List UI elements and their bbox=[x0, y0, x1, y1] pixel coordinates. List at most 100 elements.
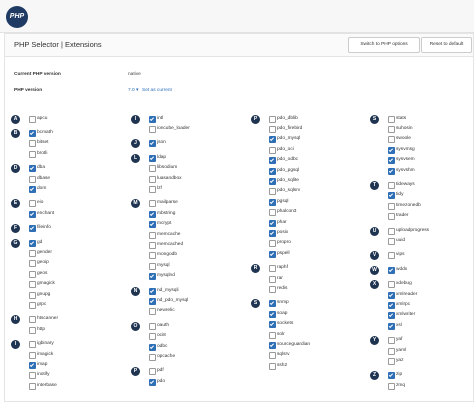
checkbox[interactable] bbox=[388, 357, 395, 365]
checkbox[interactable] bbox=[29, 150, 36, 158]
checkbox[interactable] bbox=[269, 362, 276, 370]
checkbox[interactable] bbox=[29, 382, 36, 390]
checkbox[interactable] bbox=[269, 229, 276, 237]
checkbox[interactable] bbox=[29, 351, 36, 359]
checkbox[interactable] bbox=[388, 202, 395, 210]
checkbox[interactable] bbox=[269, 321, 276, 329]
checkbox[interactable] bbox=[149, 353, 156, 361]
checkbox[interactable] bbox=[269, 188, 276, 196]
checkbox[interactable] bbox=[29, 270, 36, 278]
checkbox[interactable] bbox=[149, 231, 156, 239]
checkbox[interactable] bbox=[388, 125, 395, 133]
checkbox[interactable] bbox=[29, 249, 36, 257]
checkbox[interactable] bbox=[269, 115, 276, 123]
checkbox[interactable] bbox=[388, 347, 395, 355]
checkbox[interactable] bbox=[269, 341, 276, 349]
checkbox[interactable] bbox=[269, 275, 276, 283]
checkbox[interactable] bbox=[29, 140, 36, 148]
checkbox[interactable] bbox=[149, 221, 156, 229]
checkbox[interactable] bbox=[149, 368, 156, 376]
checkbox[interactable] bbox=[149, 241, 156, 249]
checkbox[interactable] bbox=[388, 237, 395, 245]
checkbox[interactable] bbox=[269, 125, 276, 133]
checkbox[interactable] bbox=[388, 213, 395, 221]
checkbox[interactable] bbox=[269, 146, 276, 154]
checkbox[interactable] bbox=[29, 301, 36, 309]
checkbox[interactable] bbox=[269, 300, 276, 308]
checkbox[interactable] bbox=[388, 301, 395, 309]
checkbox[interactable] bbox=[269, 167, 276, 175]
checkbox[interactable] bbox=[149, 308, 156, 316]
checkbox[interactable] bbox=[388, 115, 395, 123]
checkbox[interactable] bbox=[269, 136, 276, 144]
checkbox[interactable] bbox=[149, 343, 156, 351]
checkbox[interactable] bbox=[149, 125, 156, 133]
checkbox[interactable] bbox=[388, 291, 395, 299]
checkbox[interactable] bbox=[149, 297, 156, 305]
checkbox[interactable] bbox=[388, 337, 395, 345]
checkbox[interactable] bbox=[29, 281, 36, 289]
checkbox[interactable] bbox=[269, 250, 276, 258]
checkbox[interactable] bbox=[149, 322, 156, 330]
checkbox[interactable] bbox=[149, 140, 156, 148]
checkbox[interactable] bbox=[29, 361, 36, 369]
checkbox[interactable] bbox=[29, 341, 36, 349]
checkbox[interactable] bbox=[269, 177, 276, 185]
checkbox[interactable] bbox=[269, 285, 276, 293]
checkbox[interactable] bbox=[388, 322, 395, 330]
checkbox[interactable] bbox=[149, 154, 156, 162]
checkbox[interactable] bbox=[269, 310, 276, 318]
checkbox[interactable] bbox=[388, 382, 395, 390]
checkbox[interactable] bbox=[149, 273, 156, 281]
checkbox[interactable] bbox=[149, 175, 156, 183]
checkbox[interactable] bbox=[149, 200, 156, 208]
checkbox[interactable] bbox=[269, 209, 276, 217]
checkbox[interactable] bbox=[29, 200, 36, 208]
checkbox[interactable] bbox=[388, 252, 395, 260]
checkbox[interactable] bbox=[388, 146, 395, 154]
checkbox[interactable] bbox=[269, 157, 276, 165]
switch-button[interactable]: Switch to PHP options bbox=[348, 37, 420, 53]
checkbox[interactable] bbox=[29, 291, 36, 299]
checkbox[interactable] bbox=[388, 167, 395, 175]
checkbox[interactable] bbox=[149, 210, 156, 218]
checkbox[interactable] bbox=[149, 185, 156, 193]
checkbox[interactable] bbox=[149, 333, 156, 341]
checkbox[interactable] bbox=[29, 372, 36, 380]
logo[interactable]: PHP bbox=[6, 6, 28, 28]
checkbox[interactable] bbox=[149, 115, 156, 123]
checkbox[interactable] bbox=[269, 240, 276, 248]
checkbox[interactable] bbox=[388, 266, 395, 274]
checkbox[interactable] bbox=[269, 331, 276, 339]
checkbox[interactable] bbox=[149, 378, 156, 386]
checkbox[interactable] bbox=[29, 316, 36, 324]
checkbox[interactable] bbox=[149, 252, 156, 260]
reset-button[interactable]: Reset to default bbox=[421, 37, 472, 53]
checkbox[interactable] bbox=[388, 157, 395, 165]
checkbox[interactable] bbox=[29, 115, 36, 123]
checkbox[interactable] bbox=[149, 165, 156, 173]
checkbox[interactable] bbox=[388, 372, 395, 380]
checkbox[interactable] bbox=[29, 175, 36, 183]
checkbox[interactable] bbox=[29, 260, 36, 268]
checkbox[interactable] bbox=[29, 165, 36, 173]
checkbox[interactable] bbox=[388, 312, 395, 320]
checkbox[interactable] bbox=[29, 185, 36, 193]
checkbox[interactable] bbox=[388, 192, 395, 200]
checkbox[interactable] bbox=[388, 227, 395, 235]
checkbox[interactable] bbox=[269, 219, 276, 227]
checkbox[interactable] bbox=[29, 239, 36, 247]
version-select[interactable]: 7.0 ▾ bbox=[128, 88, 139, 93]
checkbox[interactable] bbox=[388, 281, 395, 289]
checkbox[interactable] bbox=[269, 352, 276, 360]
checkbox[interactable] bbox=[29, 225, 36, 233]
checkbox[interactable] bbox=[269, 198, 276, 206]
checkbox[interactable] bbox=[149, 287, 156, 295]
checkbox[interactable] bbox=[269, 265, 276, 273]
checkbox[interactable] bbox=[388, 181, 395, 189]
checkbox[interactable] bbox=[388, 136, 395, 144]
set-current-link[interactable]: Set as current bbox=[142, 88, 172, 93]
checkbox[interactable] bbox=[29, 210, 36, 218]
checkbox[interactable] bbox=[149, 262, 156, 270]
checkbox[interactable] bbox=[29, 326, 36, 334]
